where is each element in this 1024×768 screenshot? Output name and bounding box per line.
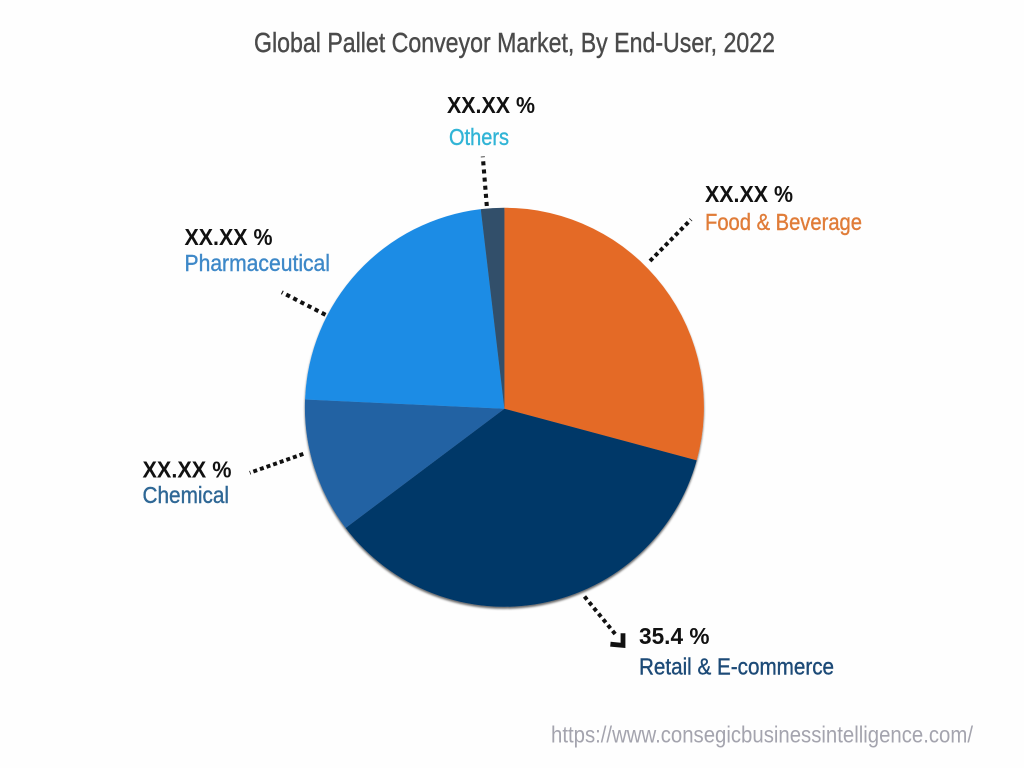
svg-text:XX.XX %: XX.XX % [705,181,793,207]
svg-text:XX.XX %: XX.XX % [185,224,273,250]
svg-text:Global Pallet Conveyor Market,: Global Pallet Conveyor Market, By End-Us… [254,27,775,58]
svg-text:Others: Others [449,124,509,150]
svg-text:Chemical: Chemical [143,482,230,508]
svg-text:Pharmaceutical: Pharmaceutical [185,250,331,276]
svg-text:Food & Beverage: Food & Beverage [705,209,862,235]
svg-text:Retail & E-commerce: Retail & E-commerce [639,654,834,680]
svg-text:35.4 %: 35.4 % [639,623,710,649]
svg-text:XX.XX %: XX.XX % [143,457,232,483]
svg-text:XX.XX %: XX.XX % [447,92,535,118]
svg-text:https://www.consegicbusinessin: https://www.consegicbusinessintelligence… [551,722,974,748]
